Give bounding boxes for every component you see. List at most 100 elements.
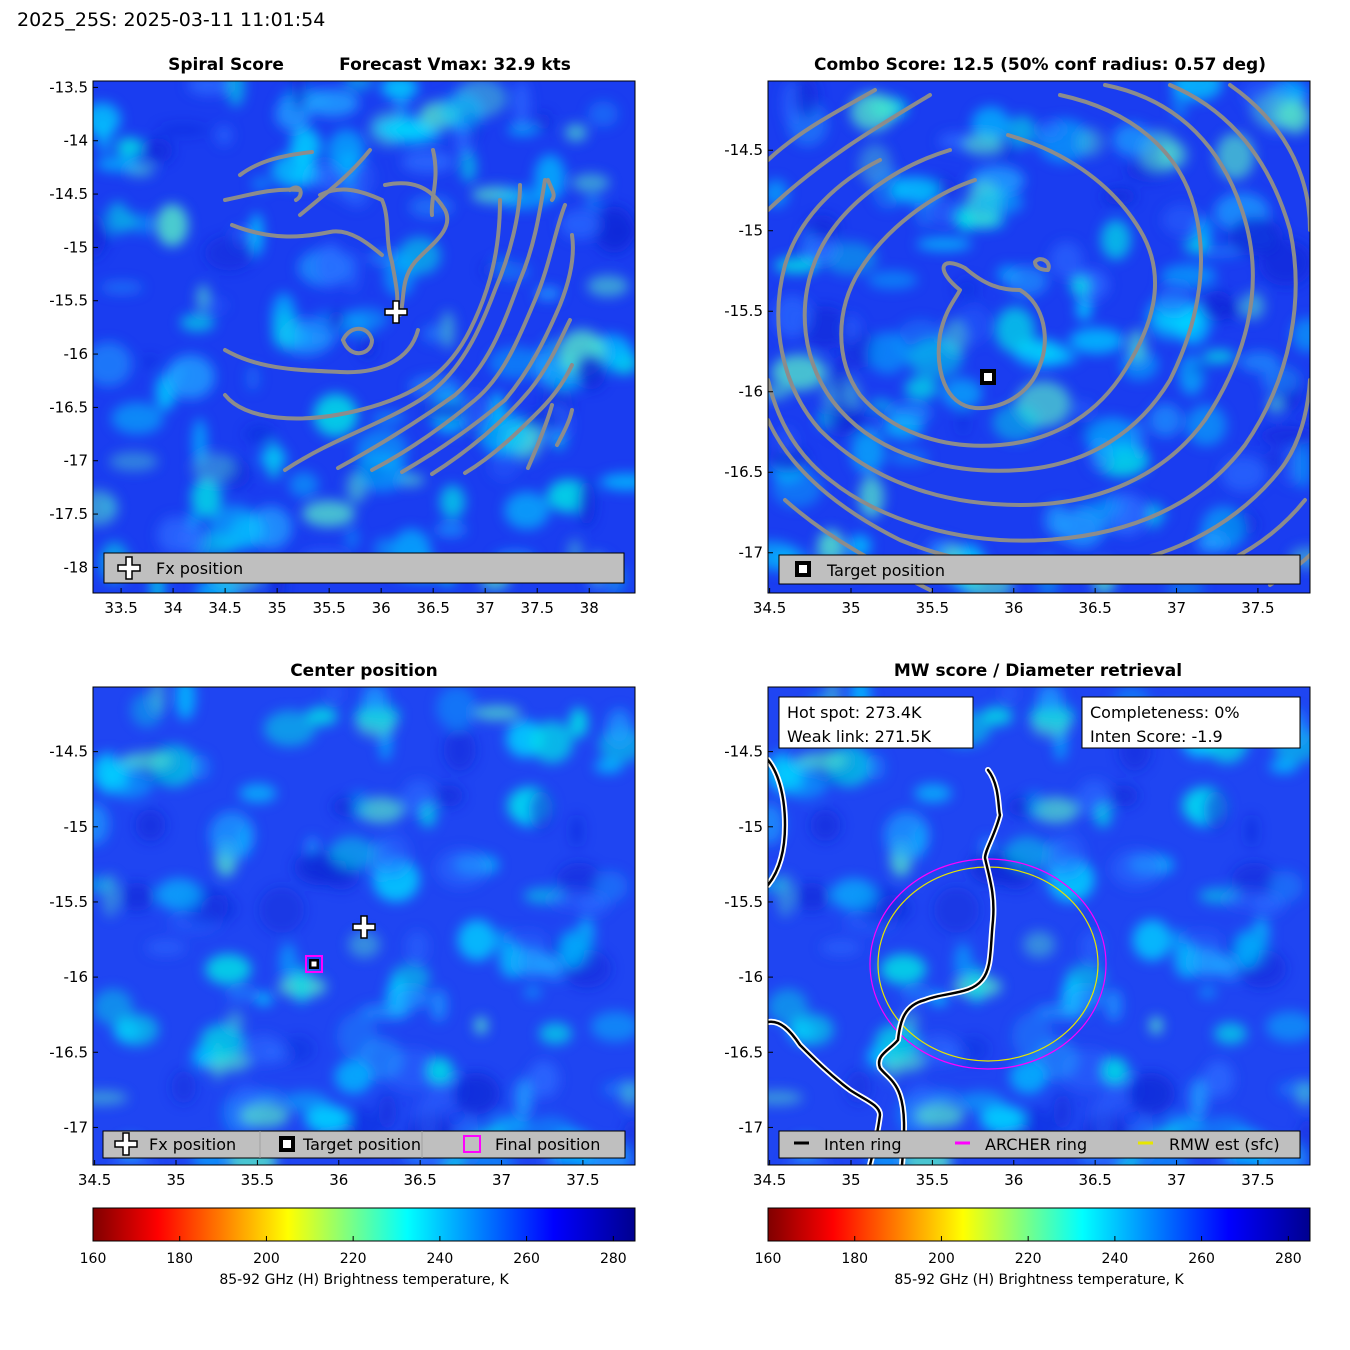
heatmap-cell — [249, 505, 293, 550]
heatmap-cell — [904, 376, 938, 401]
heatmap-cell — [226, 81, 245, 107]
x-tick-label: 35 — [268, 599, 287, 617]
heatmap-cell — [1076, 127, 1105, 157]
x-tick-label: 37.5 — [1241, 599, 1274, 617]
heatmap-cell — [239, 783, 277, 803]
y-tick-label: -17 — [739, 544, 764, 562]
heatmap-cell — [1032, 796, 1080, 824]
heatmap-cell — [971, 106, 1010, 143]
heatmap-cell — [821, 939, 861, 956]
heatmap-cell — [1069, 327, 1124, 354]
y-tick-label: -14.5 — [49, 743, 88, 761]
heatmap-cell — [1269, 759, 1298, 774]
heatmap-cell — [1261, 366, 1301, 394]
heatmap-cell — [768, 1090, 803, 1106]
heatmap-cell — [590, 1011, 635, 1042]
heatmap-cell — [432, 784, 464, 807]
colorbar-right: 160 180 200 220 240 260 280 85-92 GHz (H) Brig… — [755, 1207, 1311, 1288]
heatmap-cell — [109, 451, 159, 472]
axis-ticks: 34.5 35 35.5 36 36.5 37 37.5 -14.5 -15 -15.5 -16 -1… — [724, 141, 1274, 617]
contour-lines — [223, 148, 575, 476]
heatmap-cell — [205, 953, 252, 985]
x-tick-label: 34.5 — [753, 1171, 786, 1189]
heatmap-cell — [279, 942, 298, 982]
heatmap-cell — [175, 687, 196, 721]
heatmap-cell — [585, 193, 601, 210]
heatmap-cell — [1076, 499, 1124, 517]
x-tick-label: 38 — [580, 599, 599, 617]
heatmap-cell — [168, 362, 184, 384]
heatmap-cell — [191, 1045, 216, 1068]
heatmap-cell — [95, 156, 141, 172]
heatmap-cell — [953, 277, 981, 300]
heatmap-cell — [867, 270, 918, 290]
y-tick-label: -13.5 — [49, 78, 88, 96]
info-weak-link: Weak link: 271.5K — [787, 727, 931, 746]
heatmap-cell — [180, 313, 215, 332]
colorbar-ticks: 160 180 200 220 240 260 280 — [755, 1236, 1302, 1267]
heatmap-cell — [1244, 814, 1259, 848]
heatmap-cell — [119, 882, 155, 912]
heatmap-cell — [113, 1021, 141, 1042]
colorbar-left: 160 180 200 220 240 260 280 85-92 GHz (H) Brig… — [80, 1207, 636, 1288]
heatmap-cell — [1070, 275, 1091, 297]
heatmap-cell — [912, 825, 926, 860]
y-tick-label: -15 — [64, 818, 89, 836]
y-tick-label: -16 — [64, 345, 89, 363]
heatmap-cell — [225, 986, 260, 1001]
y-tick-label: -14 — [64, 132, 89, 150]
fx-position-marker — [384, 300, 408, 324]
x-tick-label: 34.5 — [208, 599, 241, 617]
heatmap-cell — [933, 886, 980, 934]
heatmap-cell — [980, 706, 1013, 726]
heatmap-cell — [1189, 1078, 1208, 1119]
heatmap-cell — [202, 298, 228, 313]
panel-spiral: Spiral Score Forecast Vmax: 32.9 kts — [49, 55, 636, 617]
heatmap-cell — [440, 310, 455, 350]
heatmap-cell — [1029, 702, 1076, 729]
heatmap-cell — [1127, 1072, 1175, 1115]
heatmap-cell — [405, 930, 429, 964]
heatmap-cell — [100, 281, 144, 294]
heatmap-cell — [380, 81, 419, 100]
heatmap-cell — [302, 500, 356, 528]
heatmap-cell — [93, 803, 110, 845]
y-tick-label: -16 — [739, 383, 764, 401]
target-position-marker — [980, 369, 996, 385]
y-tick-label: -15.5 — [49, 292, 88, 310]
heatmap-cell — [1172, 928, 1186, 955]
heatmap-cell — [457, 919, 497, 961]
heatmap-cell — [1132, 418, 1146, 464]
heatmap-cell — [1172, 81, 1223, 101]
heatmap-cell — [348, 931, 381, 959]
heatmap-cell — [1196, 533, 1227, 554]
colorbar-tick-label: 180 — [841, 1251, 868, 1267]
panel-combo: Combo Score: 12.5 (50% conf radius: 0.57… — [724, 55, 1311, 617]
y-tick-label: -17 — [64, 452, 89, 470]
colorbar-tick-label: 200 — [253, 1251, 280, 1267]
colorbar-tick-label: 280 — [600, 1251, 627, 1267]
heatmap-cell — [569, 707, 588, 738]
y-tick-label: -15.5 — [724, 893, 763, 911]
x-tick-label: 36.5 — [403, 1171, 436, 1189]
heatmap-cell — [768, 988, 808, 1026]
heatmap-cell — [334, 1059, 373, 1094]
y-tick-label: -16 — [739, 968, 764, 986]
heatmap-cell — [190, 477, 222, 518]
heatmap-cell — [111, 402, 164, 435]
heatmap-cell — [384, 255, 415, 298]
heatmap-cell — [1101, 1057, 1129, 1085]
heatmap-cell — [488, 451, 520, 481]
heatmap-cell — [1034, 1004, 1087, 1020]
heatmap-cell — [191, 452, 237, 483]
heatmap-cell — [1268, 871, 1303, 903]
heatmap-cell — [292, 965, 311, 1004]
heatmap-cell — [93, 102, 121, 137]
heatmap-cell — [436, 687, 477, 730]
heatmap-cell — [575, 353, 607, 390]
heatmap-cell — [497, 928, 511, 955]
heatmap-cell — [1149, 1016, 1163, 1035]
heatmap-cell — [1049, 241, 1084, 279]
legend: Fx position — [103, 552, 625, 584]
colorbar-tick-label: 160 — [80, 1251, 107, 1267]
